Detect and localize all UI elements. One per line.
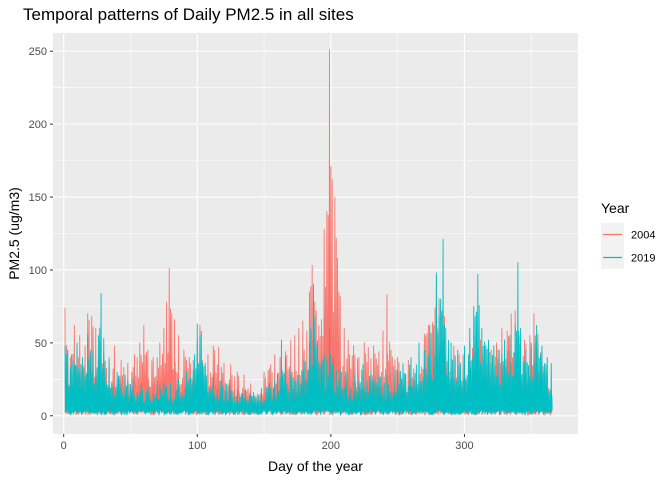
x-axis-title: Day of the year: [268, 458, 363, 474]
axis-ticks: [50, 50, 465, 437]
y-tick-label-50: 50: [35, 338, 47, 350]
series-line-2019: [64, 238, 553, 416]
x-tick-label-0: 0: [61, 440, 67, 452]
y-axis-title: PM2.5 (ug/m3): [6, 187, 22, 280]
legend: Year 2004 2019: [601, 200, 655, 269]
y-tick-label-150: 150: [29, 192, 47, 204]
grid-minor: [53, 33, 578, 434]
x-tick-label-300: 300: [455, 440, 473, 452]
y-tick-label-0: 0: [41, 411, 47, 423]
y-tick-label-250: 250: [29, 46, 47, 58]
tick-labels: 0 100 200 300 0 50 100 150 200 250: [29, 46, 474, 452]
chart-title: Temporal patterns of Daily PM2.5 in all …: [23, 5, 354, 24]
y-tick-label-100: 100: [29, 265, 47, 277]
legend-label-2019: 2019: [631, 253, 655, 265]
legend-label-2004: 2004: [631, 230, 655, 242]
x-tick-label-100: 100: [188, 440, 206, 452]
x-tick-label-200: 200: [322, 440, 340, 452]
legend-title: Year: [601, 200, 630, 216]
y-tick-label-200: 200: [29, 119, 47, 131]
series-layer: [64, 49, 553, 416]
